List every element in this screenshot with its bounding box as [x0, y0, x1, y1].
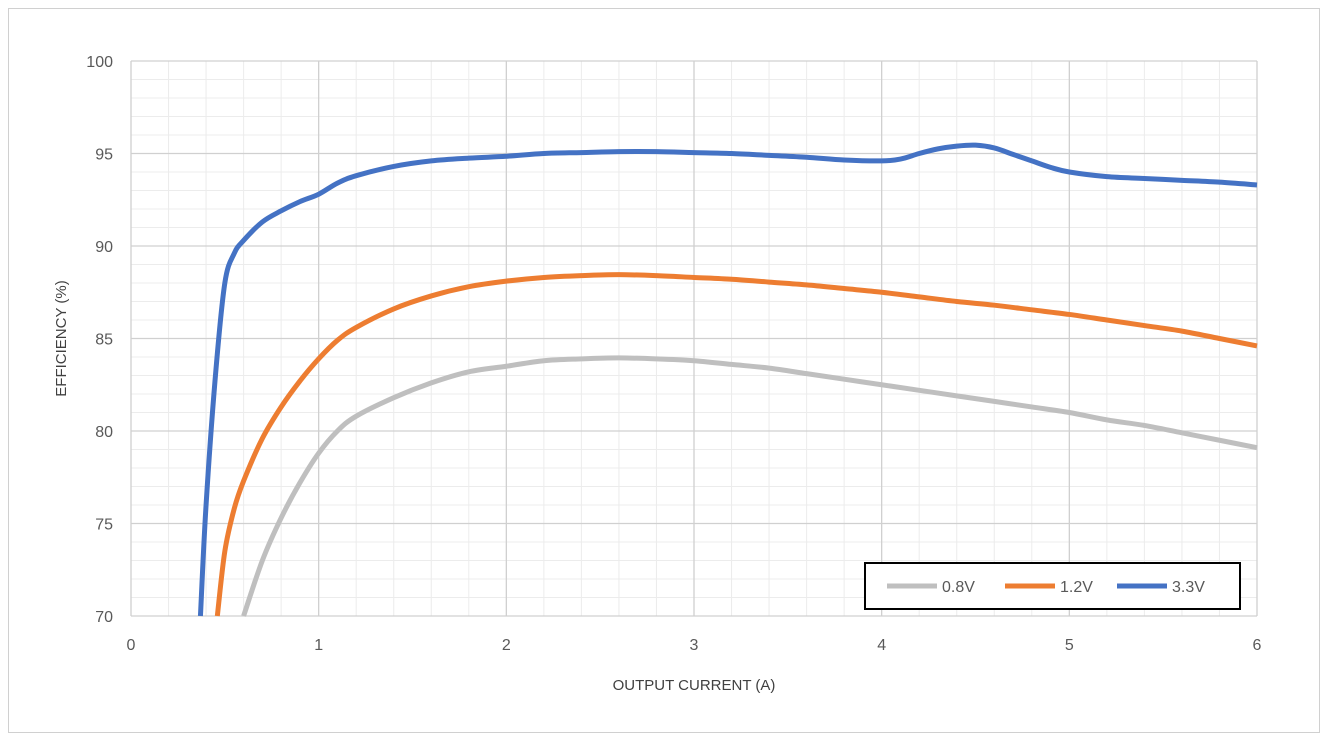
legend-label: 3.3V: [1172, 579, 1205, 596]
x-tick-labels: 0 1 2 3 4 5 6: [127, 637, 1262, 654]
chart-frame: [8, 8, 1320, 733]
legend-label: 0.8V: [942, 579, 975, 596]
y-tick-label: 90: [95, 239, 113, 256]
x-tick-label: 6: [1253, 637, 1262, 654]
y-tick-label: 70: [95, 609, 113, 626]
series-lines: [197, 142, 1258, 617]
legend: 0.8V 1.2V 3.3V: [864, 562, 1241, 610]
x-tick-label: 1: [314, 637, 323, 654]
y-tick-label: 80: [95, 424, 113, 441]
x-tick-label: 4: [877, 637, 886, 654]
major-gridlines: [130, 60, 1258, 617]
y-tick-label: 95: [95, 147, 113, 164]
y-tick-label: 85: [95, 332, 113, 349]
x-tick-label: 0: [127, 637, 136, 654]
x-tick-label: 5: [1065, 637, 1074, 654]
series-line-0-8v: [241, 355, 1258, 617]
y-tick-label: 75: [95, 517, 113, 534]
series-line-1-2v: [214, 272, 1258, 617]
x-axis-title: OUTPUT CURRENT (A): [613, 677, 776, 694]
y-tick-label: 100: [86, 54, 113, 71]
y-axis-title: EFFICIENCY (%): [53, 280, 70, 396]
x-tick-label: 2: [502, 637, 511, 654]
x-tick-label: 3: [690, 637, 699, 654]
series-line-3-3v: [197, 142, 1258, 617]
legend-label: 1.2V: [1060, 579, 1093, 596]
y-tick-labels: 70 75 80 85 90 95 100: [86, 54, 113, 626]
